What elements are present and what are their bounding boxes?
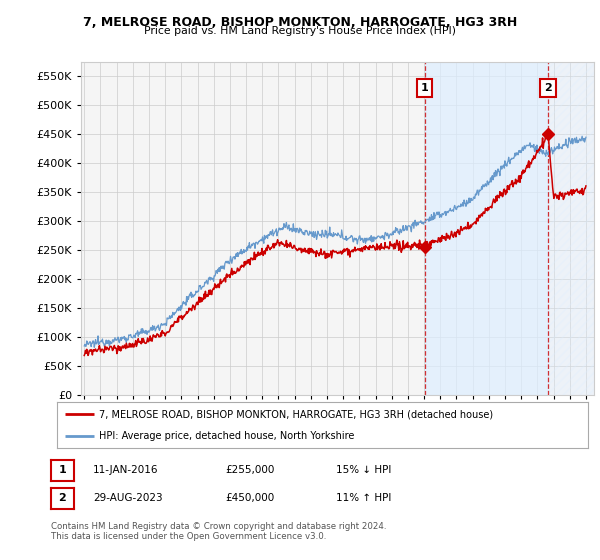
Text: 7, MELROSE ROAD, BISHOP MONKTON, HARROGATE, HG3 3RH: 7, MELROSE ROAD, BISHOP MONKTON, HARROGA… bbox=[83, 16, 517, 29]
Text: HPI: Average price, detached house, North Yorkshire: HPI: Average price, detached house, Nort… bbox=[100, 431, 355, 441]
Bar bbox=[548, 62, 594, 395]
Text: 11% ↑ HPI: 11% ↑ HPI bbox=[336, 493, 391, 503]
Text: 1: 1 bbox=[421, 83, 428, 92]
Bar bbox=[425, 62, 548, 395]
Text: Contains HM Land Registry data © Crown copyright and database right 2024.
This d: Contains HM Land Registry data © Crown c… bbox=[51, 522, 386, 542]
Text: 11-JAN-2016: 11-JAN-2016 bbox=[93, 465, 158, 475]
Text: Price paid vs. HM Land Registry's House Price Index (HPI): Price paid vs. HM Land Registry's House … bbox=[144, 26, 456, 36]
Text: 2: 2 bbox=[59, 493, 66, 503]
Text: 2: 2 bbox=[544, 83, 552, 92]
Text: 15% ↓ HPI: 15% ↓ HPI bbox=[336, 465, 391, 475]
Text: 29-AUG-2023: 29-AUG-2023 bbox=[93, 493, 163, 503]
Text: £255,000: £255,000 bbox=[225, 465, 274, 475]
Text: £450,000: £450,000 bbox=[225, 493, 274, 503]
Text: 7, MELROSE ROAD, BISHOP MONKTON, HARROGATE, HG3 3RH (detached house): 7, MELROSE ROAD, BISHOP MONKTON, HARROGA… bbox=[100, 409, 494, 419]
Text: 1: 1 bbox=[59, 465, 66, 475]
